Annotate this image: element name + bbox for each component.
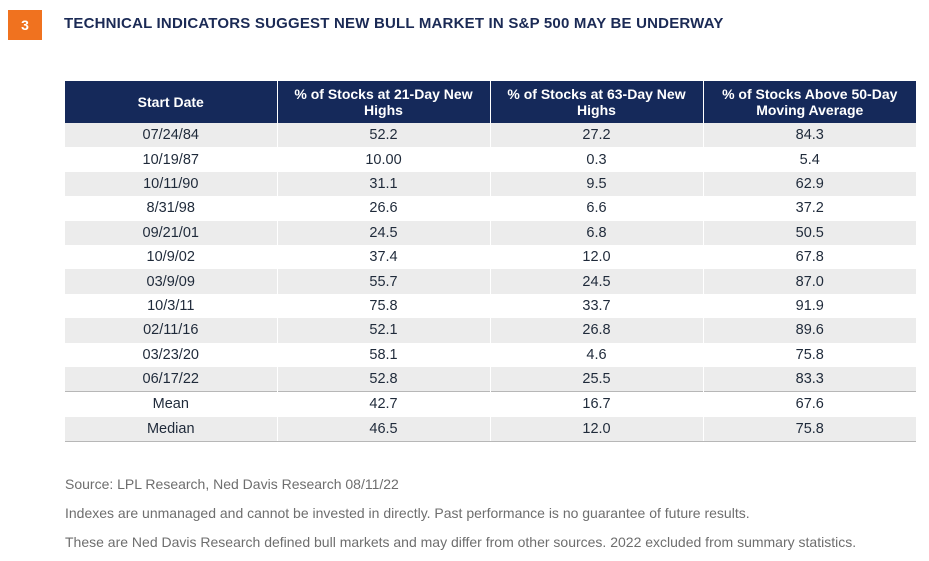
footnotes: Source: LPL Research, Ned Davis Research… (65, 470, 915, 557)
column-header-63-day-highs: % of Stocks at 63-Day New Highs (490, 81, 704, 123)
indicators-table: Start Date % of Stocks at 21-Day New Hig… (65, 81, 916, 443)
pct-above-50-day-ma-cell: 37.2 (703, 196, 916, 221)
summary-value-cell: 12.0 (490, 416, 704, 443)
figure-number-badge: 3 (8, 10, 42, 40)
summary-value-cell: 16.7 (490, 391, 704, 417)
summary-value-cell: 46.5 (277, 416, 491, 443)
table-row: 8/31/98 26.6 6.6 37.2 (65, 196, 916, 221)
pct-above-50-day-ma-cell: 91.9 (703, 293, 916, 319)
table-row: 03/23/20 58.1 4.6 75.8 (65, 342, 916, 367)
start-date-cell: 10/3/11 (65, 293, 278, 319)
pct-21-day-highs-cell: 75.8 (277, 293, 491, 319)
indicators-table-container: Start Date % of Stocks at 21-Day New Hig… (65, 81, 916, 443)
pct-21-day-highs-cell: 26.6 (277, 196, 491, 221)
pct-63-day-highs-cell: 6.8 (490, 220, 704, 245)
table-row: 07/24/84 52.2 27.2 84.3 (65, 123, 916, 148)
table-row: 02/11/16 52.1 26.8 89.6 (65, 318, 916, 343)
table-header-row: Start Date % of Stocks at 21-Day New Hig… (65, 81, 916, 123)
summary-row-median: Median 46.5 12.0 75.8 (65, 416, 916, 443)
start-date-cell: 06/17/22 (65, 366, 278, 392)
start-date-cell: 8/31/98 (65, 196, 278, 221)
pct-above-50-day-ma-cell: 84.3 (703, 123, 916, 148)
column-header-start-date: Start Date (65, 81, 278, 123)
table-row: 10/9/02 37.4 12.0 67.8 (65, 244, 916, 270)
pct-21-day-highs-cell: 10.00 (277, 147, 491, 172)
pct-21-day-highs-cell: 52.2 (277, 123, 491, 148)
pct-above-50-day-ma-cell: 75.8 (703, 342, 916, 367)
pct-63-day-highs-cell: 6.6 (490, 196, 704, 221)
table-row: 06/17/22 52.8 25.5 83.3 (65, 366, 916, 392)
pct-21-day-highs-cell: 52.1 (277, 318, 491, 343)
figure-title: TECHNICAL INDICATORS SUGGEST NEW BULL MA… (64, 15, 724, 32)
start-date-cell: 03/23/20 (65, 342, 278, 367)
pct-63-day-highs-cell: 0.3 (490, 147, 704, 172)
pct-63-day-highs-cell: 33.7 (490, 293, 704, 319)
start-date-cell: 10/19/87 (65, 147, 278, 172)
summary-value-cell: 67.6 (703, 391, 916, 417)
table-row: 10/3/11 75.8 33.7 91.9 (65, 293, 916, 319)
column-header-50-day-ma: % of Stocks Above 50-Day Moving Average (703, 81, 916, 123)
pct-21-day-highs-cell: 58.1 (277, 342, 491, 367)
start-date-cell: 09/21/01 (65, 220, 278, 245)
pct-above-50-day-ma-cell: 62.9 (703, 171, 916, 197)
start-date-cell: 02/11/16 (65, 318, 278, 343)
pct-63-day-highs-cell: 12.0 (490, 244, 704, 270)
pct-21-day-highs-cell: 55.7 (277, 269, 491, 294)
definition-note: These are Ned Davis Research defined bul… (65, 534, 857, 550)
pct-above-50-day-ma-cell: 5.4 (703, 147, 916, 172)
pct-above-50-day-ma-cell: 67.8 (703, 244, 916, 270)
table-body: 07/24/84 52.2 27.2 84.3 10/19/87 10.00 0.3 5.4 1… (65, 123, 916, 443)
table-header: Start Date % of Stocks at 21-Day New Hig… (65, 81, 916, 123)
disclaimer-note: Indexes are unmanaged and cannot be inve… (65, 505, 750, 521)
table-row: 03/9/09 55.7 24.5 87.0 (65, 269, 916, 294)
summary-label-cell: Mean (65, 391, 278, 417)
column-header-21-day-highs: % of Stocks at 21-Day New Highs (277, 81, 491, 123)
source-note: Source: LPL Research, Ned Davis Research… (65, 476, 399, 492)
pct-above-50-day-ma-cell: 83.3 (703, 366, 916, 392)
summary-value-cell: 75.8 (703, 416, 916, 443)
start-date-cell: 03/9/09 (65, 269, 278, 294)
table-row: 10/19/87 10.00 0.3 5.4 (65, 147, 916, 172)
table-row: 09/21/01 24.5 6.8 50.5 (65, 220, 916, 245)
pct-63-day-highs-cell: 25.5 (490, 366, 704, 392)
pct-21-day-highs-cell: 31.1 (277, 171, 491, 197)
start-date-cell: 10/9/02 (65, 244, 278, 270)
pct-above-50-day-ma-cell: 50.5 (703, 220, 916, 245)
pct-63-day-highs-cell: 9.5 (490, 171, 704, 197)
pct-63-day-highs-cell: 27.2 (490, 123, 704, 148)
table-row: 10/11/90 31.1 9.5 62.9 (65, 171, 916, 197)
start-date-cell: 07/24/84 (65, 123, 278, 148)
summary-value-cell: 42.7 (277, 391, 491, 417)
pct-63-day-highs-cell: 24.5 (490, 269, 704, 294)
summary-row-mean: Mean 42.7 16.7 67.6 (65, 391, 916, 417)
pct-21-day-highs-cell: 24.5 (277, 220, 491, 245)
pct-21-day-highs-cell: 37.4 (277, 244, 491, 270)
pct-63-day-highs-cell: 4.6 (490, 342, 704, 367)
start-date-cell: 10/11/90 (65, 171, 278, 197)
pct-63-day-highs-cell: 26.8 (490, 318, 704, 343)
pct-above-50-day-ma-cell: 87.0 (703, 269, 916, 294)
pct-21-day-highs-cell: 52.8 (277, 366, 491, 392)
summary-label-cell: Median (65, 416, 278, 443)
pct-above-50-day-ma-cell: 89.6 (703, 318, 916, 343)
